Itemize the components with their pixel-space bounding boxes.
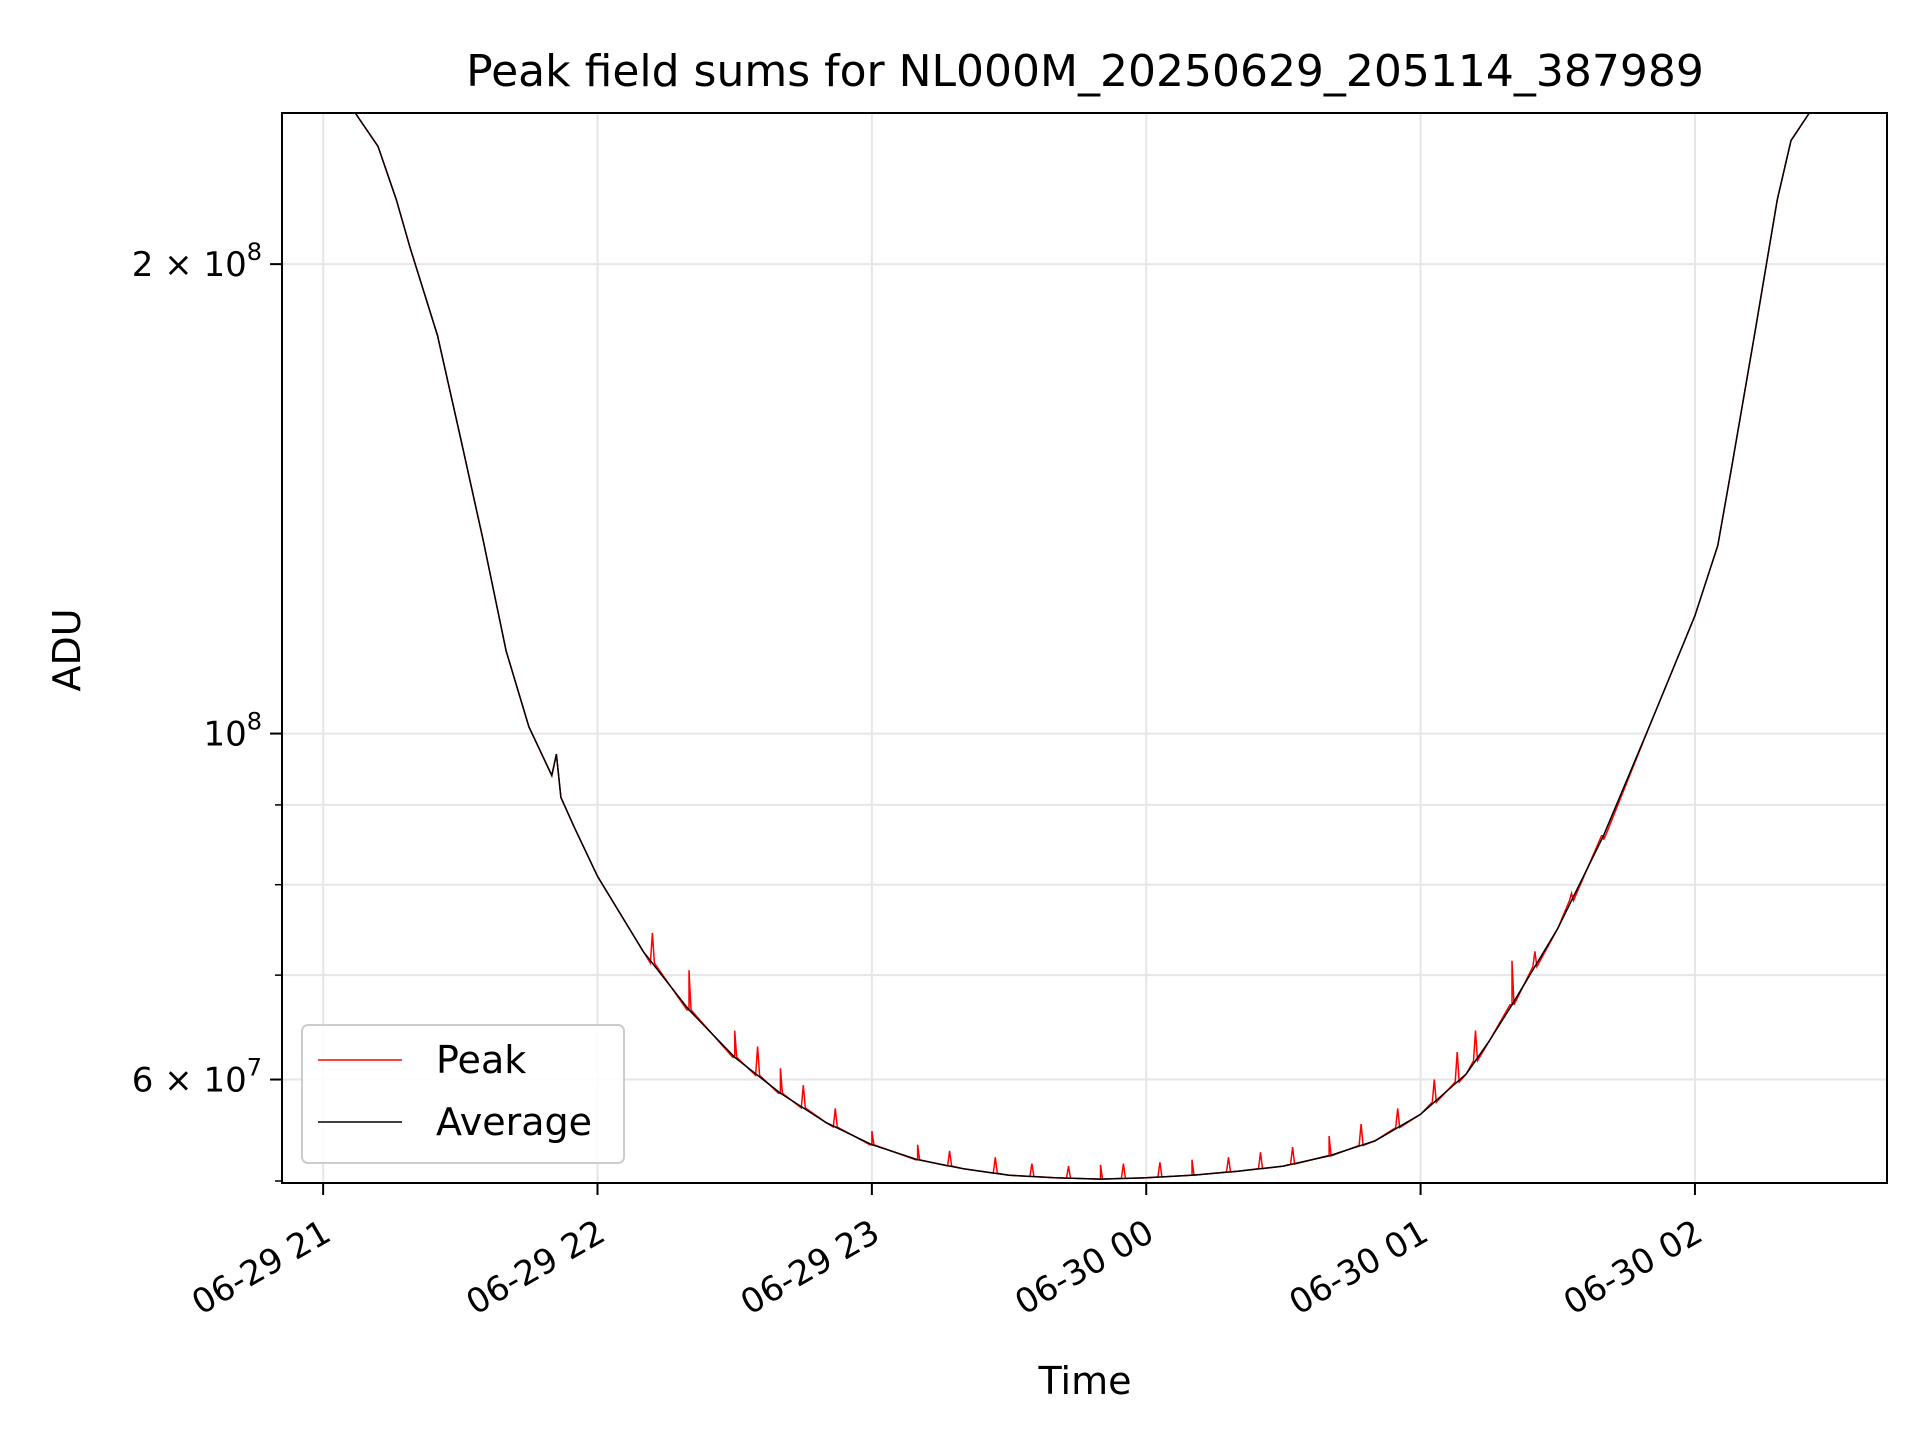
series-line-average (282, 113, 1887, 1180)
grid-lines (282, 113, 1887, 1183)
chart-title: Peak field sums for NL000M_20250629_2051… (466, 46, 1704, 97)
x-tick-label: 06-29 22 (460, 1212, 612, 1323)
y-tick-label: 6 × 107 (132, 1054, 262, 1101)
plot-frame (281, 112, 1888, 1184)
series-line-peak (282, 113, 1887, 1180)
x-tick-label: 06-29 21 (185, 1212, 337, 1323)
x-tick-label: 06-30 02 (1557, 1212, 1709, 1323)
y-tick-label: 2 × 108 (132, 238, 262, 285)
legend-label-average: Average (436, 1100, 592, 1144)
x-axis-label: Time (1038, 1359, 1132, 1403)
x-tick-label: 06-29 23 (734, 1212, 886, 1323)
x-tick-label: 06-30 00 (1008, 1212, 1160, 1323)
y-tick-label: 108 (203, 708, 262, 755)
legend: Peak Average (301, 1024, 625, 1164)
x-tick-label: 06-30 01 (1283, 1212, 1435, 1323)
series-lines (282, 113, 1887, 1180)
legend-label-peak: Peak (436, 1038, 526, 1082)
y-axis: 108 2 × 108 6 × 107 (132, 238, 282, 1182)
x-axis: 06-29 21 06-29 22 06-29 23 06-30 00 06-30 01… (185, 1183, 1709, 1323)
y-axis-label: ADU (45, 608, 89, 691)
